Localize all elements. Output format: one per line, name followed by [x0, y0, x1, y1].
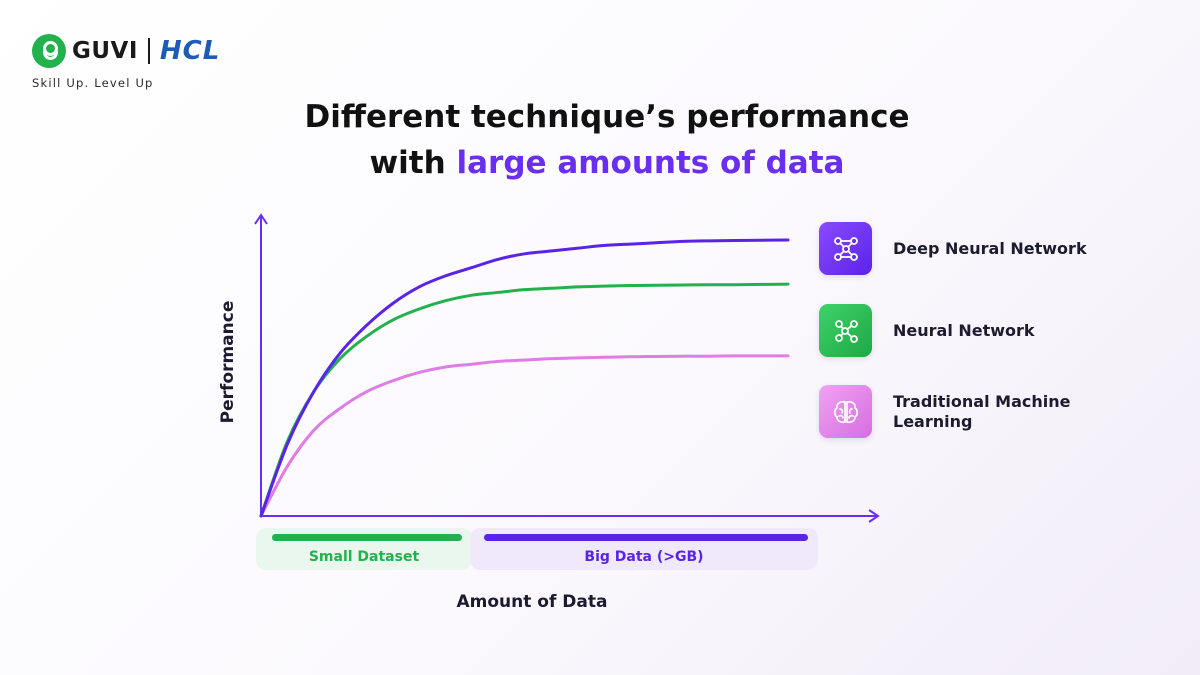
y-axis-label: Performance	[218, 300, 238, 424]
legend-label-deep-neural-network: Deep Neural Network	[893, 238, 1087, 258]
brand-divider	[147, 38, 150, 64]
small-dataset-label: Small Dataset	[308, 549, 420, 565]
brand-tagline: Skill Up. Level Up	[32, 76, 154, 90]
big-data-label: Big Data (>GB)	[584, 549, 704, 565]
small-dataset-region: Small Dataset	[256, 528, 472, 570]
series-line-deep-neural-network	[259, 238, 790, 518]
x-axis-arrow	[868, 509, 880, 523]
small-dataset-bar	[272, 534, 462, 541]
title-line-2: with large amounts of data	[0, 140, 1200, 186]
title-line-2-plain: with	[369, 145, 457, 181]
legend-label-traditional-ml: Traditional Machine Learning	[893, 391, 1071, 431]
series-line-traditional-ml	[259, 354, 790, 518]
title-line-1: Different technique’s performance	[304, 99, 910, 135]
x-axis-label: Amount of Data	[456, 592, 608, 612]
big-data-region: Big Data (>GB)	[470, 528, 818, 570]
big-data-bar	[484, 534, 808, 541]
title-line-2-accent: large amounts of data	[456, 145, 845, 181]
page-title: Different technique’s performance with l…	[0, 94, 1200, 186]
legend-item-traditional-ml: Traditional Machine Learning	[819, 385, 1093, 438]
legend-item-neural-network: Neural Network	[819, 304, 1093, 357]
brand-logo: GUVI HCL Skill Up. Level Up	[32, 33, 220, 90]
share-nodes-icon	[819, 304, 872, 357]
legend-item-deep-neural-network: Deep Neural Network	[819, 222, 1093, 275]
chart-axes	[254, 213, 880, 523]
series-line-neural-network	[259, 282, 790, 518]
guvi-logo-icon	[32, 34, 66, 68]
guvi-wordmark: GUVI	[72, 38, 138, 64]
network-graph-icon	[819, 222, 872, 275]
chart-series-lines	[259, 238, 790, 518]
y-axis-arrow	[254, 213, 268, 225]
brain-icon	[819, 385, 872, 438]
hcl-wordmark: HCL	[159, 36, 221, 66]
legend-label-neural-network: Neural Network	[893, 320, 1035, 340]
